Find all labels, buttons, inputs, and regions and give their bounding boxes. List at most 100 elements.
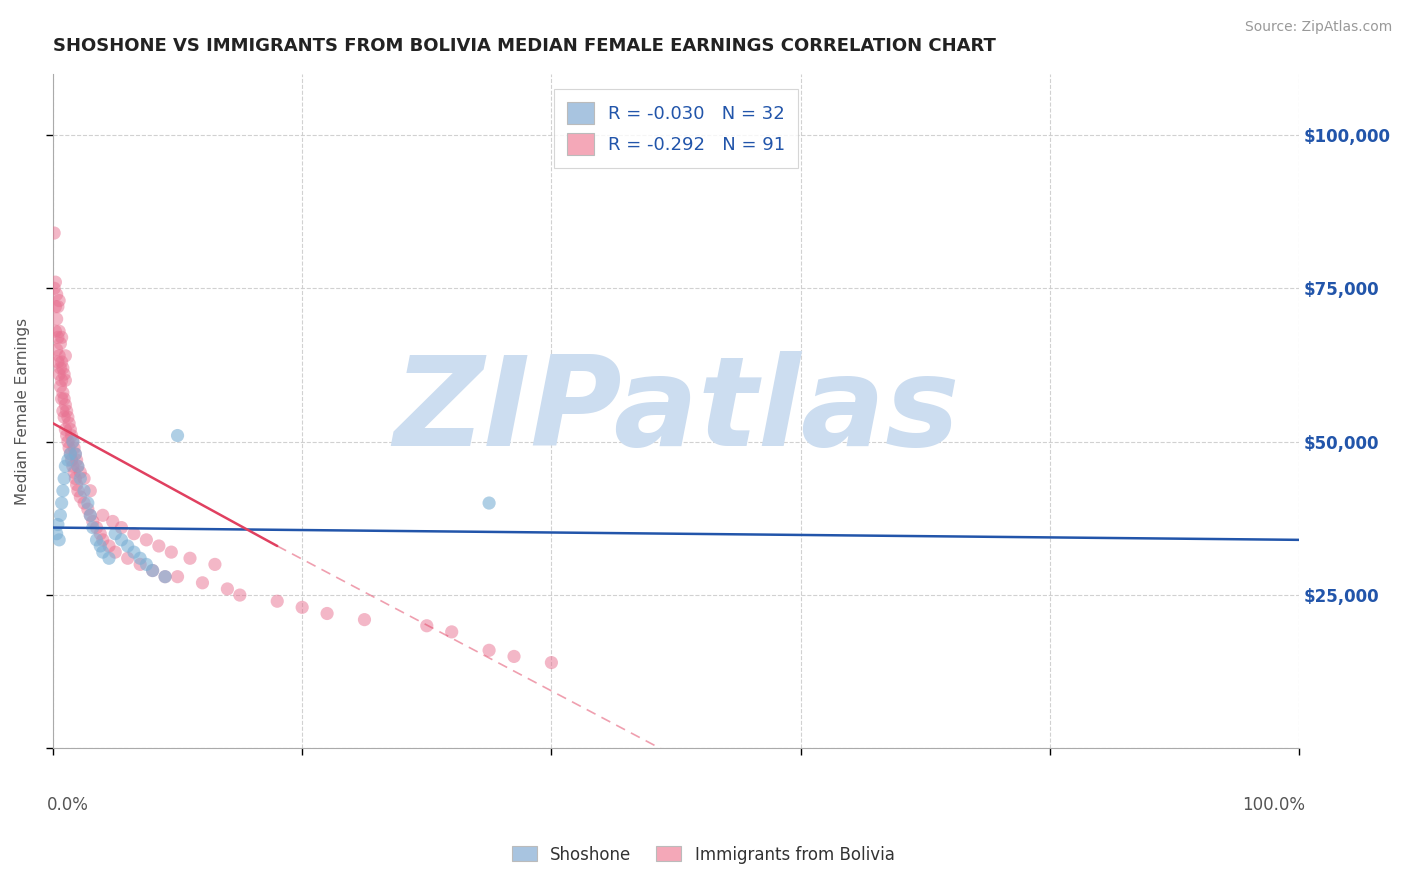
Point [45,287,67,301]
Point [82,520,104,534]
Point [179,551,201,566]
Point [53,373,76,387]
Point [52,404,75,418]
Point [291,600,314,615]
Text: 0.0%: 0.0% [46,796,89,814]
Point [55,404,77,418]
Point [53,349,76,363]
Point [142,564,165,578]
Point [49,336,72,351]
Point [62,434,84,449]
Point [65,453,87,467]
Point [104,526,127,541]
Point [53,471,76,485]
Point [98,539,121,553]
Point [60,453,83,467]
Point [73,483,96,498]
Point [69,471,91,485]
Point [122,545,145,559]
Point [53,410,76,425]
Point [540,656,562,670]
Point [65,447,87,461]
Point [148,539,170,553]
Point [122,526,145,541]
Point [51,496,73,510]
Point [58,441,80,455]
Point [46,330,69,344]
Legend: R = -0.030   N = 32, R = -0.292   N = 91: R = -0.030 N = 32, R = -0.292 N = 91 [554,89,799,168]
Point [135,533,157,547]
Point [79,483,101,498]
Point [101,515,124,529]
Point [52,385,75,400]
Point [91,533,114,547]
Point [53,422,76,436]
Point [51,355,73,369]
Point [160,545,183,559]
Point [58,417,80,431]
Point [45,343,67,357]
Point [76,496,98,510]
Text: 100.0%: 100.0% [1243,796,1305,814]
Point [51,392,73,406]
Text: Source: ZipAtlas.com: Source: ZipAtlas.com [1244,20,1392,34]
Point [166,428,188,442]
Point [91,508,114,523]
Point [79,508,101,523]
Point [49,379,72,393]
Point [56,434,79,449]
Point [60,428,83,442]
Y-axis label: Median Female Earnings: Median Female Earnings [15,318,30,505]
Point [44,324,66,338]
Point [316,607,339,621]
Point [98,551,121,566]
Point [478,496,501,510]
Point [62,459,84,474]
Point [55,428,77,442]
Point [117,551,139,566]
Point [91,545,114,559]
Point [63,466,86,480]
Point [110,533,132,547]
Point [217,582,239,596]
Point [59,422,82,436]
Point [65,471,87,485]
Point [48,349,70,363]
Point [52,361,75,376]
Point [478,643,501,657]
Point [117,539,139,553]
Point [153,569,176,583]
Point [73,496,96,510]
Point [153,569,176,583]
Point [166,569,188,583]
Point [104,545,127,559]
Point [52,483,75,498]
Point [89,526,111,541]
Point [66,459,89,474]
Point [129,551,152,566]
Point [53,459,76,474]
Point [66,459,89,474]
Point [46,517,69,532]
Point [65,477,87,491]
Point [76,502,98,516]
Point [89,539,111,553]
Point [46,355,69,369]
Legend: Shoshone, Immigrants from Bolivia: Shoshone, Immigrants from Bolivia [505,839,901,871]
Point [45,526,67,541]
Point [44,275,66,289]
Point [48,533,70,547]
Point [48,293,70,308]
Point [204,558,226,572]
Point [69,490,91,504]
Text: SHOSHONE VS IMMIGRANTS FROM BOLIVIA MEDIAN FEMALE EARNINGS CORRELATION CHART: SHOSHONE VS IMMIGRANTS FROM BOLIVIA MEDI… [53,37,995,55]
Point [49,361,72,376]
Point [53,398,76,412]
Point [86,533,108,547]
Point [44,281,66,295]
Point [135,558,157,572]
Point [63,441,86,455]
Point [416,619,439,633]
Point [266,594,288,608]
Point [48,367,70,381]
